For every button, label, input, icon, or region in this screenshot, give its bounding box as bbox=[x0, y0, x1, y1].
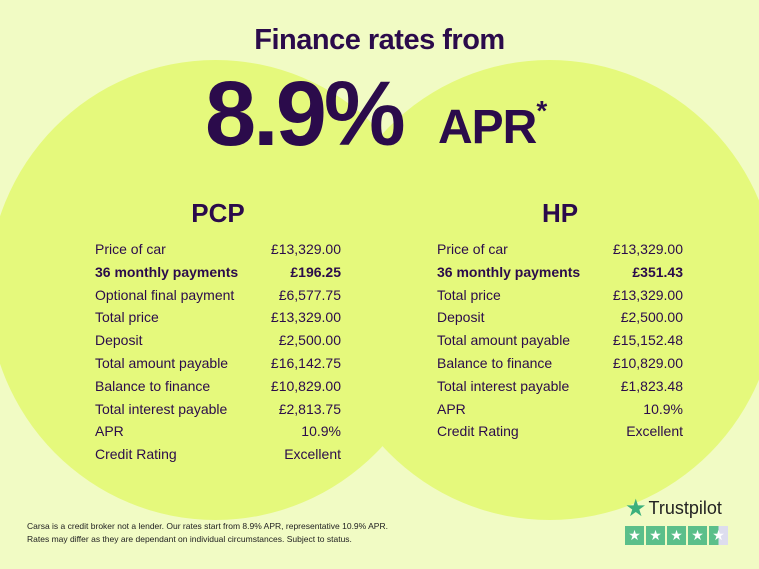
table-row: Credit Rating Excellent bbox=[437, 420, 683, 443]
row-value: £2,500.00 bbox=[278, 332, 341, 349]
row-label: Credit Rating bbox=[437, 423, 519, 440]
disclaimer: Carsa is a credit broker not a lender. O… bbox=[27, 520, 388, 546]
table-row: APR 10.9% bbox=[95, 420, 341, 443]
star-icon: ★ bbox=[646, 526, 665, 545]
row-value: £196.25 bbox=[290, 263, 341, 280]
row-value: £13,329.00 bbox=[612, 286, 683, 303]
row-label: Deposit bbox=[437, 309, 485, 326]
row-value: £15,152.48 bbox=[612, 332, 683, 349]
row-value: £2,500.00 bbox=[620, 309, 683, 326]
row-value: £10,829.00 bbox=[270, 377, 341, 394]
row-label: Price of car bbox=[437, 241, 508, 257]
row-label: APR bbox=[95, 423, 124, 440]
pcp-table: PCP Price of car £13,329.00 36 monthly pay… bbox=[95, 198, 341, 466]
row-value: £13,329.00 bbox=[612, 241, 683, 257]
table-row: Deposit £2,500.00 bbox=[95, 329, 341, 352]
pcp-title: PCP bbox=[191, 198, 245, 228]
disclaimer-line: Carsa is a credit broker not a lender. O… bbox=[27, 521, 388, 531]
row-label: Total interest payable bbox=[437, 377, 570, 394]
row-label: 36 monthly payments bbox=[95, 263, 239, 280]
row-value: Excellent bbox=[284, 446, 341, 463]
row-value: £13,329.00 bbox=[270, 309, 341, 326]
row-label: Total amount payable bbox=[437, 332, 571, 349]
table-row: Total interest payable £1,823.48 bbox=[437, 375, 683, 398]
table-row: Balance to finance £10,829.00 bbox=[95, 375, 341, 398]
rate-value: 8.9% bbox=[205, 63, 406, 165]
table-row: Deposit £2,500.00 bbox=[437, 306, 683, 329]
apr-label: APR* bbox=[438, 95, 547, 154]
row-label: Total price bbox=[437, 286, 501, 303]
table-row: Optional final payment £6,577.75 bbox=[95, 284, 341, 307]
table-row: Total price £13,329.00 bbox=[95, 306, 341, 329]
row-value: £10,829.00 bbox=[612, 354, 683, 371]
row-value: 10.9% bbox=[643, 400, 683, 417]
star-icon: ★ bbox=[688, 526, 707, 545]
row-value: £1,823.48 bbox=[620, 377, 683, 394]
row-label: Price of car bbox=[95, 241, 166, 257]
background-circle-right bbox=[322, 60, 759, 520]
row-label: Balance to finance bbox=[437, 354, 553, 371]
star-icon: ★ bbox=[667, 526, 686, 545]
row-label: Total price bbox=[95, 309, 159, 326]
row-value: £16,142.75 bbox=[270, 354, 341, 371]
table-row: Balance to finance £10,829.00 bbox=[437, 352, 683, 375]
table-row: Credit Rating Excellent bbox=[95, 443, 341, 466]
table-row: APR 10.9% bbox=[437, 398, 683, 421]
table-row: 36 monthly payments £196.25 bbox=[95, 261, 341, 284]
table-row: Total price £13,329.00 bbox=[437, 284, 683, 307]
row-value: £2,813.75 bbox=[278, 400, 341, 417]
row-value: £351.43 bbox=[632, 263, 683, 280]
hp-table: HP Price of car £13,329.00 36 monthly paym… bbox=[437, 198, 683, 443]
headline: Finance rates from bbox=[254, 24, 505, 56]
star-icon: ★ bbox=[625, 526, 644, 545]
table-row: Total amount payable £15,152.48 bbox=[437, 329, 683, 352]
table-row: Price of car £13,329.00 bbox=[95, 238, 341, 261]
row-label: Balance to finance bbox=[95, 377, 211, 394]
row-value: 10.9% bbox=[301, 423, 341, 440]
row-value: Excellent bbox=[626, 423, 683, 440]
row-label: Total amount payable bbox=[95, 354, 229, 371]
disclaimer-line: Rates may differ as they are dependant o… bbox=[27, 534, 352, 544]
hp-title: HP bbox=[541, 198, 579, 228]
table-row: Price of car £13,329.00 bbox=[437, 238, 683, 261]
trustpilot-badge[interactable]: ★ Trustpilot ★ ★ ★ ★ ★ bbox=[625, 494, 728, 545]
row-value: £6,577.75 bbox=[278, 286, 341, 303]
row-value: £13,329.00 bbox=[270, 241, 341, 257]
row-label: Total interest payable bbox=[95, 400, 228, 417]
table-row: 36 monthly payments £351.43 bbox=[437, 261, 683, 284]
row-label: APR bbox=[437, 400, 466, 417]
trustpilot-star-icon: ★ bbox=[625, 495, 647, 522]
table-row: Total interest payable £2,813.75 bbox=[95, 398, 341, 421]
row-label: Deposit bbox=[95, 332, 143, 349]
half-star-icon: ★ bbox=[709, 526, 728, 545]
trustpilot-name: Trustpilot bbox=[648, 498, 722, 518]
table-row: Total amount payable £16,142.75 bbox=[95, 352, 341, 375]
trustpilot-rating: ★ ★ ★ ★ ★ bbox=[625, 526, 728, 545]
row-label: Optional final payment bbox=[95, 286, 235, 303]
row-label: Credit Rating bbox=[95, 446, 177, 463]
row-label: 36 monthly payments bbox=[437, 263, 581, 280]
